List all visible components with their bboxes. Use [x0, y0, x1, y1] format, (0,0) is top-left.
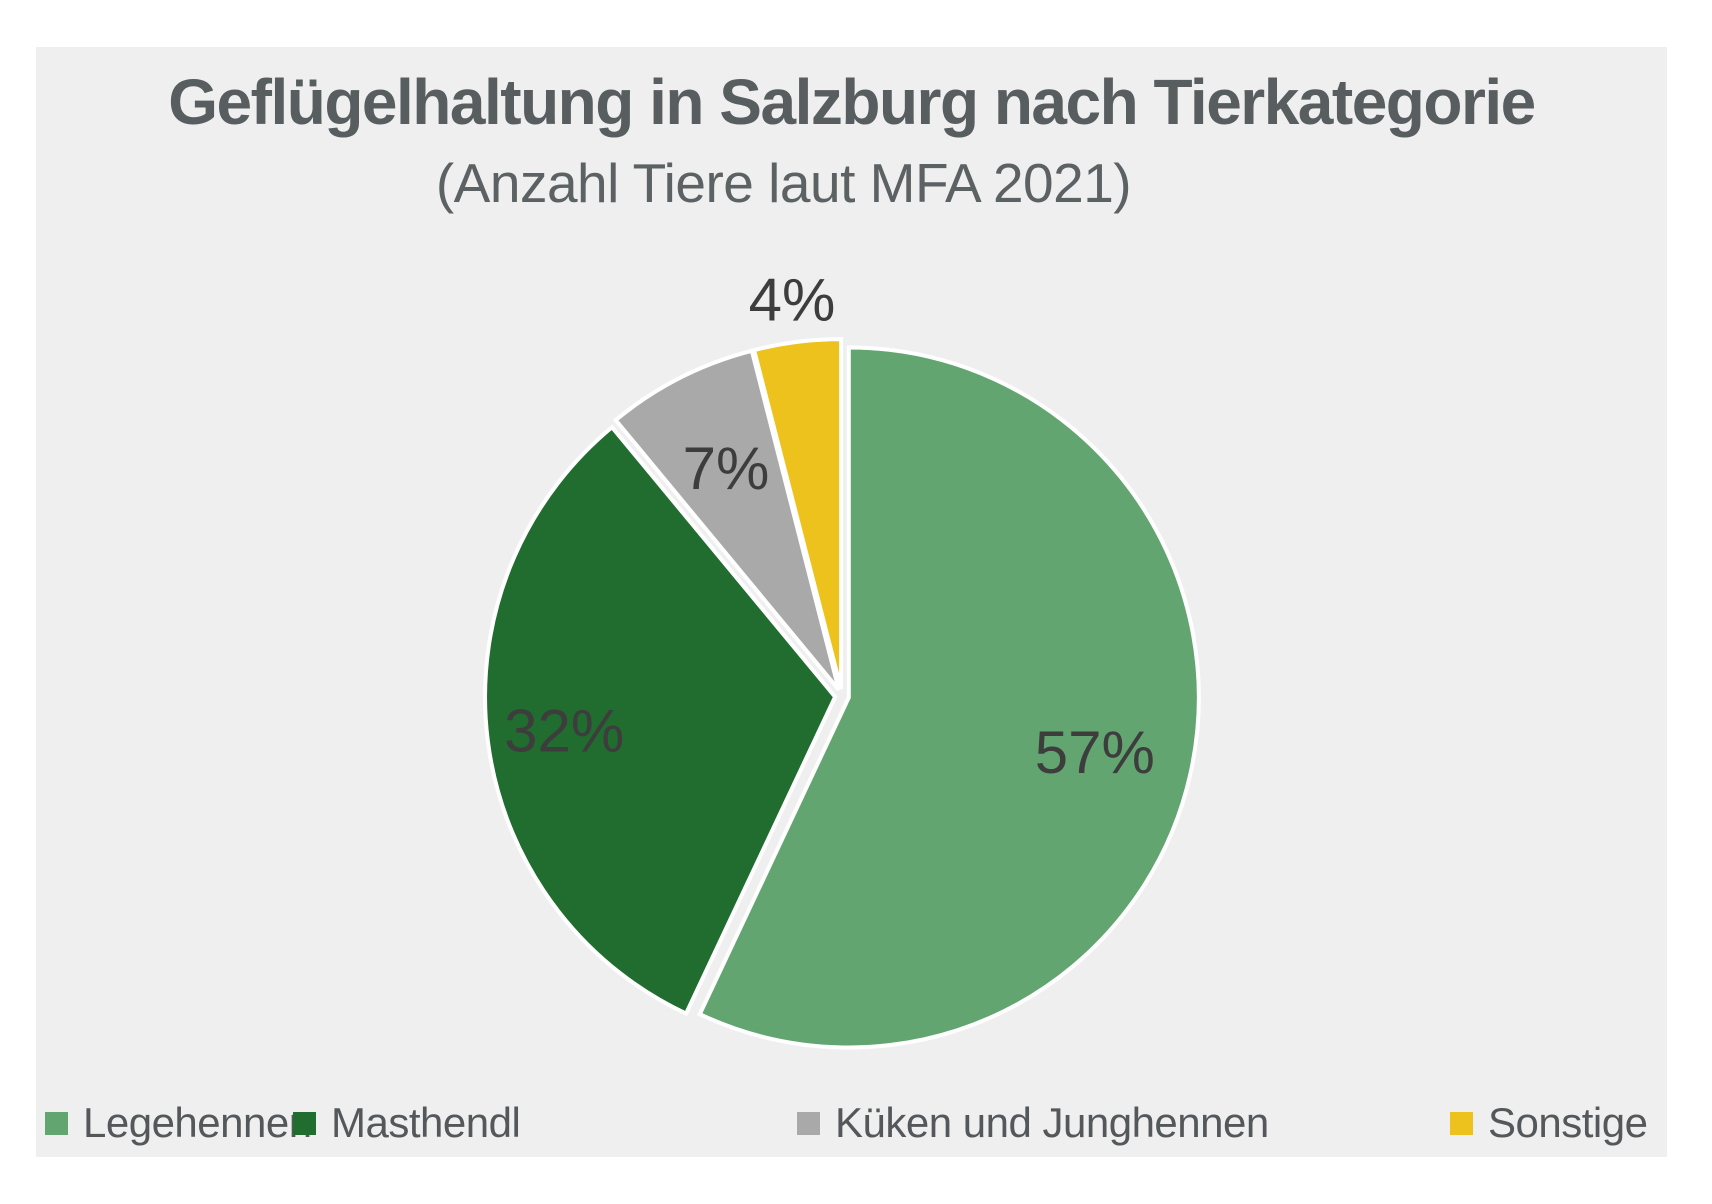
legend-swatch-legehennen [45, 1111, 68, 1135]
legend-item-k-ken-und-junghennen[interactable]: Küken und Junghennen [797, 1097, 1269, 1149]
pie-slice-masthendl[interactable] [483, 424, 838, 1017]
legend-item-sonstige[interactable]: Sonstige [1450, 1097, 1648, 1149]
legend-label-sonstige: Sonstige [1488, 1099, 1648, 1146]
chart-subtitle: (Anzahl Tiere laut MFA 2021) [435, 152, 1132, 214]
legend-swatch-sonstige [1450, 1111, 1473, 1135]
legend-item-legehennen[interactable]: Legehennen [45, 1097, 312, 1149]
pie-chart: 57% 32% 7% 4% [483, 267, 1201, 1050]
legend-swatch-k-ken-und-junghennen [797, 1111, 820, 1135]
chart-legend: Legehennen Masthendl Küken und Junghennen S… [36, 1097, 1667, 1149]
pie-data-label-sonstige: 4% [749, 267, 836, 334]
pie-slice-legehennen[interactable] [697, 345, 1201, 1050]
pie-data-label-legehennen: 57% [1035, 719, 1155, 786]
legend-label-masthendl: Masthendl [331, 1099, 521, 1146]
legend-label-k-ken-und-junghennen: Küken und Junghennen [835, 1099, 1269, 1146]
legend-label-legehennen: Legehennen [83, 1099, 312, 1146]
pie-slice-k-ken-und-junghennen[interactable] [612, 348, 841, 692]
chart-panel: Geflügelhaltung in Salzburg nach Tierkat… [36, 47, 1667, 1157]
legend-swatch-masthendl [293, 1111, 316, 1135]
pie-slice-sonstige[interactable] [751, 337, 844, 690]
legend-item-masthendl[interactable]: Masthendl [293, 1097, 521, 1149]
pie-data-label-masthendl: 32% [504, 698, 624, 765]
chart-title: Geflügelhaltung in Salzburg nach Tierkat… [168, 66, 1536, 138]
pie-data-label-k-ken-und-junghennen: 7% [683, 435, 770, 502]
